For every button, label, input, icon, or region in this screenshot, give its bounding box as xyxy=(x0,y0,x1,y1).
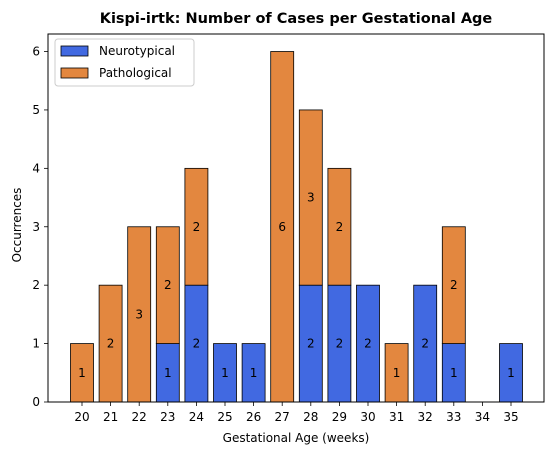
bar-value-label: 2 xyxy=(336,220,344,234)
x-tick-label: 26 xyxy=(246,410,261,424)
x-tick-label: 20 xyxy=(74,410,89,424)
y-axis-ticks: 0 1 2 3 4 5 6 xyxy=(32,45,48,409)
y-tick-label: 5 xyxy=(32,103,40,117)
x-tick-label: 23 xyxy=(160,410,175,424)
y-tick-label: 3 xyxy=(32,220,40,234)
x-tick-label: 29 xyxy=(332,410,347,424)
y-tick-label: 6 xyxy=(32,45,40,59)
legend-label-pathological: Pathological xyxy=(99,66,172,80)
bar-value-label: 6 xyxy=(278,220,286,234)
chart-title: Kispi-irtk: Number of Cases per Gestatio… xyxy=(100,11,493,27)
bar-pathological-29 xyxy=(327,167,352,286)
bar-value-label: 1 xyxy=(250,366,258,380)
bar-value-label: 2 xyxy=(336,337,344,351)
bar-value-label: 2 xyxy=(164,278,172,292)
bar-value-label: 2 xyxy=(107,337,115,351)
y-tick-label: 1 xyxy=(32,337,40,351)
bar-value-label: 2 xyxy=(307,337,315,351)
x-tick-label: 25 xyxy=(217,410,232,424)
bar-value-label: 2 xyxy=(450,278,458,292)
y-tick-label: 4 xyxy=(32,161,40,175)
x-tick-label: 34 xyxy=(475,410,490,424)
x-tick-label: 28 xyxy=(303,410,318,424)
bars-group xyxy=(70,51,523,403)
x-tick-label: 35 xyxy=(503,410,518,424)
bar-value-label: 1 xyxy=(164,366,172,380)
legend-box xyxy=(54,38,195,87)
bar-pathological-23 xyxy=(155,226,180,344)
legend: Neurotypical Pathological xyxy=(54,38,195,87)
x-tick-label: 22 xyxy=(132,410,147,424)
x-tick-label: 33 xyxy=(446,410,461,424)
x-tick-label: 31 xyxy=(389,410,404,424)
bar-value-label: 2 xyxy=(193,337,201,351)
bar-labels-group: 1 2 3 1 2 2 2 1 1 6 2 3 2 2 2 1 2 1 2 1 xyxy=(78,191,515,380)
x-tick-label: 21 xyxy=(103,410,118,424)
plot-frame xyxy=(47,33,545,403)
legend-swatch-pathological xyxy=(60,67,89,79)
bar-value-label: 2 xyxy=(421,337,429,351)
bar-pathological-28 xyxy=(298,109,323,286)
bar-value-label: 1 xyxy=(78,366,86,380)
x-tick-label: 32 xyxy=(418,410,433,424)
legend-label-neurotypical: Neurotypical xyxy=(99,44,175,58)
bar-value-label: 1 xyxy=(450,366,458,380)
bar-value-label: 3 xyxy=(135,307,143,321)
bar-value-label: 1 xyxy=(393,366,401,380)
legend-swatch-neurotypical xyxy=(60,45,89,57)
x-tick-label: 30 xyxy=(360,410,375,424)
bar-value-label: 3 xyxy=(307,191,315,205)
y-tick-label: 0 xyxy=(32,395,40,409)
x-tick-label: 24 xyxy=(189,410,204,424)
y-axis-label: Occurrences xyxy=(10,188,24,263)
bar-pathological-24 xyxy=(184,167,209,286)
bar-value-label: 2 xyxy=(364,337,372,351)
bar-pathological-33 xyxy=(441,226,466,344)
bar-value-label: 2 xyxy=(193,220,201,234)
bar-value-label: 1 xyxy=(507,366,515,380)
bar-value-label: 1 xyxy=(221,366,229,380)
x-axis-label: Gestational Age (weeks) xyxy=(223,431,370,445)
x-axis-ticks: 20 21 22 23 24 25 26 27 28 29 30 31 32 33 34 35 xyxy=(74,402,519,424)
x-tick-label: 27 xyxy=(275,410,290,424)
y-tick-label: 2 xyxy=(32,278,40,292)
